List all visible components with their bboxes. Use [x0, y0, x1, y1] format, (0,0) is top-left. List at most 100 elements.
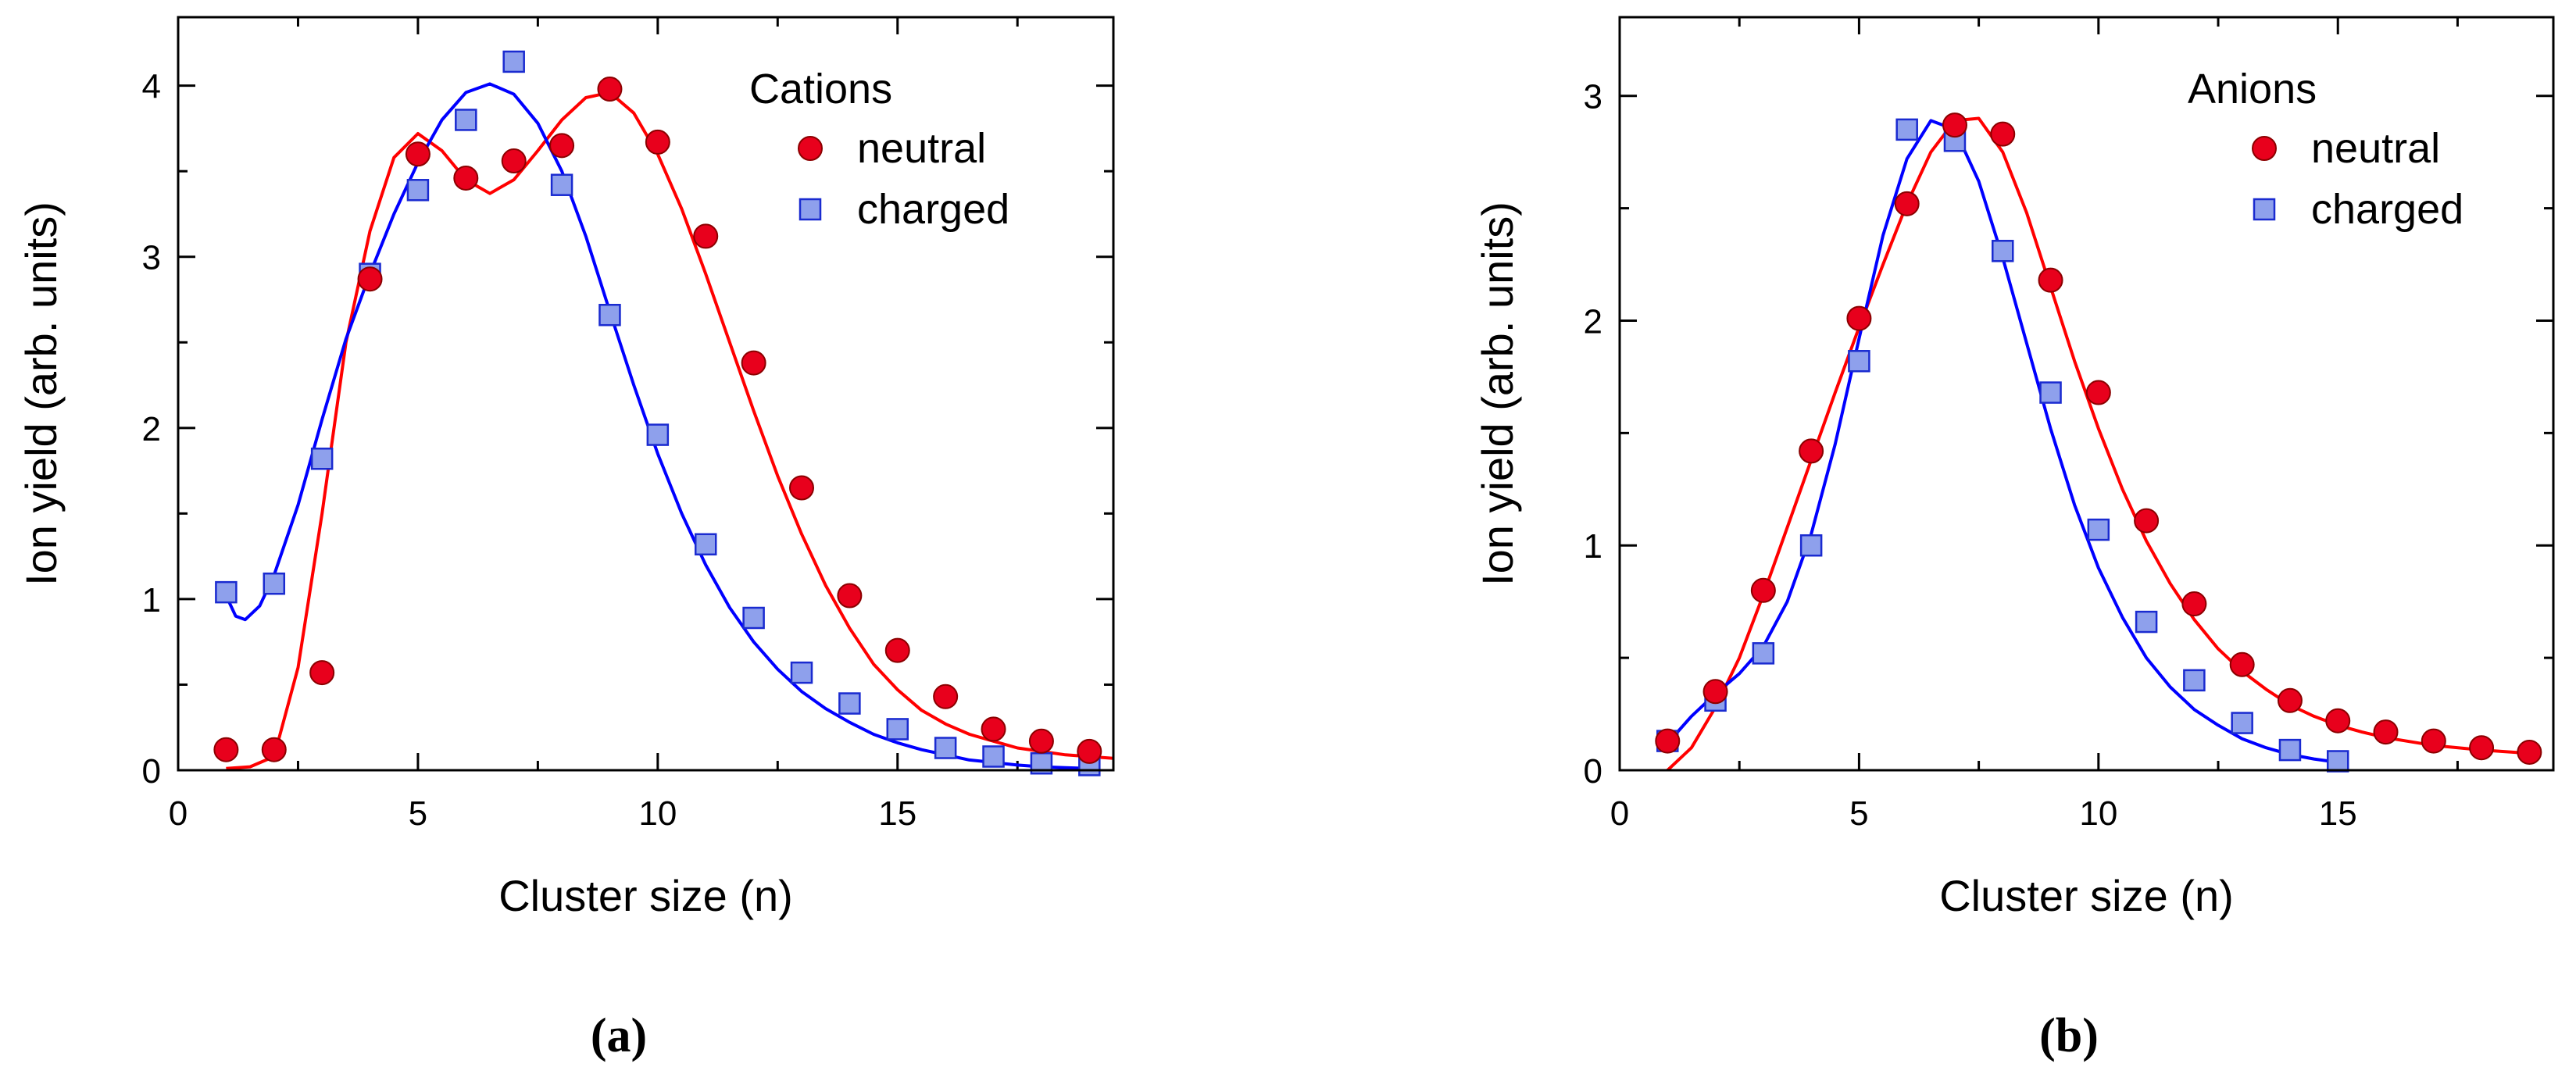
data-point-charged — [1848, 350, 1870, 373]
x-tick-label: 0 — [169, 794, 188, 833]
data-point-neutral — [837, 583, 863, 609]
data-point-neutral — [261, 737, 287, 762]
x-tick-label: 5 — [409, 794, 427, 833]
panel-b: 0 5 10 15 0 1 2 3 Cluster size (n) Ion yield (arb… — [1473, 16, 2555, 1062]
x-tick-label: 10 — [638, 794, 677, 833]
data-point-neutral — [2469, 735, 2495, 761]
plot-frame — [1618, 16, 2555, 772]
data-point-charged — [263, 572, 286, 595]
legend-marker-charged — [799, 198, 822, 221]
data-point-neutral — [1750, 577, 1776, 603]
data-point-charged — [742, 606, 765, 630]
data-point-neutral — [2421, 728, 2446, 754]
data-point-charged — [2183, 669, 2206, 692]
y-tick-label: 0 — [142, 752, 161, 791]
x-tick-label: 10 — [2079, 794, 2117, 833]
data-point-charged — [2326, 750, 2349, 773]
data-point-charged — [838, 692, 861, 715]
data-point-neutral — [1702, 679, 1728, 705]
x-axis-label: Cluster size (n) — [498, 871, 793, 920]
y-axis-label: Ion yield (arb. units) — [1473, 202, 1522, 586]
data-point-neutral — [549, 133, 575, 159]
data-point-neutral — [2134, 508, 2160, 534]
x-tick-label: 15 — [878, 794, 916, 833]
y-tick-label: 3 — [1584, 78, 1602, 116]
legend-label-neutral: neutral — [857, 125, 986, 172]
x-axis-label: Cluster size (n) — [1939, 871, 2234, 920]
data-point-neutral — [213, 737, 239, 762]
data-point-charged — [2039, 381, 2062, 404]
data-point-neutral — [1655, 728, 1681, 754]
data-point-charged — [790, 661, 813, 684]
data-point-charged — [310, 448, 334, 470]
data-point-charged — [406, 179, 430, 202]
data-point-charged — [886, 718, 909, 741]
x-tick-label: 0 — [1610, 794, 1629, 833]
plot-frame — [177, 16, 1115, 772]
data-point-neutral — [2181, 591, 2207, 617]
data-point-neutral — [1799, 438, 1824, 464]
y-tick-label: 1 — [1584, 527, 1602, 566]
x-tick-label: 15 — [2319, 794, 2357, 833]
data-point-neutral — [2229, 651, 2255, 677]
data-point-neutral — [2325, 708, 2351, 734]
data-point-charged — [646, 423, 670, 446]
data-point-charged — [2278, 738, 2302, 762]
data-point-charged — [2231, 712, 2253, 734]
data-point-charged — [502, 50, 525, 73]
data-point-neutral — [2373, 719, 2399, 745]
y-tick-label: 0 — [1584, 752, 1602, 791]
legend-marker-charged — [2253, 198, 2276, 221]
y-tick-label: 2 — [142, 410, 161, 448]
legend-label-neutral: neutral — [2311, 125, 2440, 172]
legend-title: Cations — [749, 66, 892, 112]
data-point-neutral — [693, 223, 719, 249]
y-tick-label: 2 — [1584, 302, 1602, 341]
data-point-neutral — [789, 475, 814, 501]
fit-line-neutral — [226, 91, 1113, 770]
legend-label-charged: charged — [2311, 186, 2463, 233]
data-point-neutral — [405, 141, 431, 167]
data-point-neutral — [933, 684, 959, 709]
data-point-neutral — [357, 266, 383, 292]
data-point-neutral — [2517, 739, 2542, 765]
data-point-neutral — [1846, 305, 1872, 331]
legend-marker-neutral — [2252, 136, 2277, 161]
data-point-neutral — [1990, 121, 2016, 147]
data-point-charged — [1799, 534, 1823, 557]
data-point-charged — [2087, 518, 2110, 541]
panel-caption: (a) — [591, 1009, 647, 1062]
data-point-neutral — [1894, 191, 1920, 216]
y-tick-label: 4 — [142, 68, 161, 106]
data-point-charged — [1752, 642, 1775, 665]
legend-title: Anions — [2188, 66, 2317, 112]
legend-label-charged: charged — [857, 186, 1009, 233]
data-point-neutral — [2085, 380, 2111, 405]
panel-caption: (b) — [2039, 1009, 2099, 1062]
data-point-charged — [550, 173, 573, 196]
y-axis-label: Ion yield (arb. units) — [16, 202, 66, 586]
panel-a: 0 5 10 15 0 1 2 3 4 Cluster size (n) Ion yield (ar… — [16, 16, 1115, 1062]
x-tick-label: 5 — [1849, 794, 1868, 833]
data-point-charged — [934, 737, 957, 759]
data-point-charged — [215, 580, 238, 604]
data-point-neutral — [597, 77, 623, 102]
data-point-charged — [598, 303, 621, 327]
data-point-neutral — [501, 148, 527, 174]
data-point-neutral — [2277, 687, 2303, 713]
y-tick-label: 3 — [142, 239, 161, 277]
data-point-charged — [1992, 240, 2014, 262]
data-point-neutral — [1077, 738, 1102, 764]
data-point-charged — [455, 109, 477, 131]
y-tick-label: 1 — [142, 581, 161, 619]
data-point-neutral — [741, 350, 766, 376]
data-point-neutral — [1028, 728, 1054, 754]
data-point-neutral — [453, 165, 479, 191]
data-point-neutral — [645, 129, 670, 155]
data-point-neutral — [2038, 267, 2063, 293]
data-point-charged — [1895, 118, 1918, 141]
data-point-neutral — [884, 637, 910, 663]
data-point-charged — [694, 533, 717, 556]
data-point-neutral — [309, 660, 335, 686]
